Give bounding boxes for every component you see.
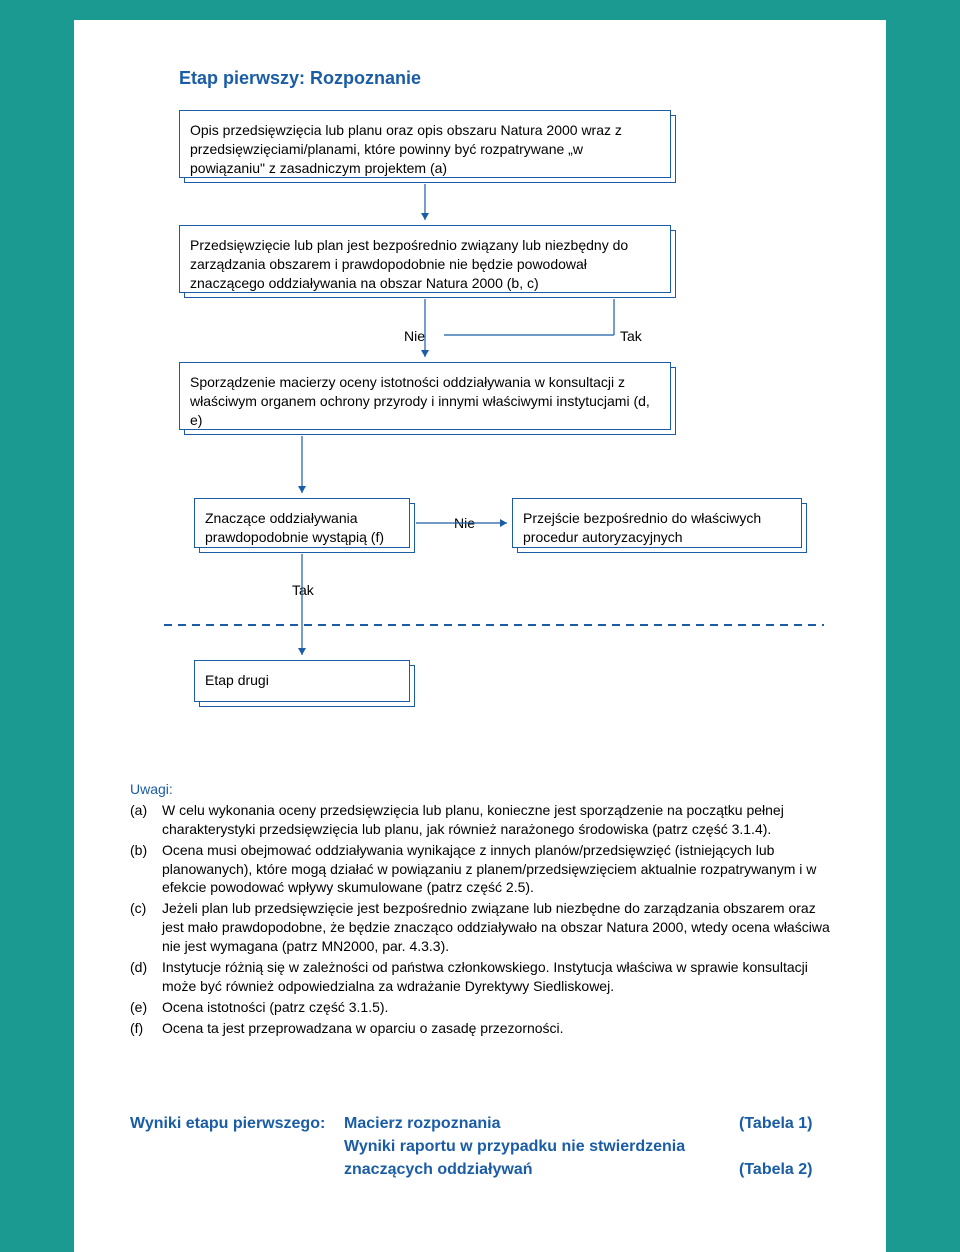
edge-label-tak2: Tak	[292, 582, 314, 598]
note-key: (c)	[130, 899, 162, 956]
stage-title: Etap pierwszy: Rozpoznanie	[179, 68, 421, 89]
note-key: (b)	[130, 841, 162, 898]
notes-heading: Uwagi:	[130, 780, 830, 799]
note-text: Ocena musi obejmować oddziaływania wynik…	[162, 841, 830, 898]
edge-label-tak1: Tak	[620, 328, 642, 344]
note-key: (a)	[130, 801, 162, 839]
results-table2: (Tabela 2)	[739, 1161, 813, 1179]
edge-label-nie2: Nie	[454, 515, 475, 531]
note-item: (e)Ocena istotności (patrz część 3.1.5).	[130, 998, 830, 1017]
note-item: (a)W celu wykonania oceny przedsięwzięci…	[130, 801, 830, 839]
edge-label-nie1: Nie	[404, 328, 425, 344]
note-text: Jeżeli plan lub przedsięwzięcie jest bez…	[162, 899, 830, 956]
flowchart-node-n5: Przejście bezpośrednio do właściwych pro…	[512, 498, 802, 548]
note-key: (e)	[130, 998, 162, 1017]
results-label: Wyniki etapu pierwszego:	[130, 1115, 325, 1133]
flowchart-node-n6: Etap drugi	[194, 660, 410, 702]
note-item: (f)Ocena ta jest przeprowadzana w oparci…	[130, 1019, 830, 1038]
note-item: (c)Jeżeli plan lub przedsięwzięcie jest …	[130, 899, 830, 956]
note-key: (f)	[130, 1019, 162, 1038]
flowchart-node-n2: Przedsięwzięcie lub plan jest bezpośredn…	[179, 225, 671, 293]
note-text: Instytucje różnią się w zależności od pa…	[162, 958, 830, 996]
results-line2a: Wyniki raportu w przypadku nie stwierdze…	[344, 1138, 685, 1156]
notes-section: Uwagi: (a)W celu wykonania oceny przedsi…	[130, 780, 830, 1038]
note-key: (d)	[130, 958, 162, 996]
flowchart-node-n3: Sporządzenie macierzy oceny istotności o…	[179, 362, 671, 430]
note-item: (b)Ocena musi obejmować oddziaływania wy…	[130, 841, 830, 898]
note-text: Ocena ta jest przeprowadzana w oparciu o…	[162, 1019, 830, 1038]
note-text: Ocena istotności (patrz część 3.1.5).	[162, 998, 830, 1017]
note-text: W celu wykonania oceny przedsięwzięcia l…	[162, 801, 830, 839]
results-line2b: znaczących oddziaływań	[344, 1161, 533, 1179]
page-panel: Etap pierwszy: Rozpoznanie Opis przedsię…	[74, 20, 886, 1252]
flowchart-node-n4: Znaczące oddziaływania prawdopodobnie wy…	[194, 498, 410, 548]
flowchart-node-n1: Opis przedsięwzięcia lub planu oraz opis…	[179, 110, 671, 178]
results-line1: Macierz rozpoznania	[344, 1115, 500, 1133]
results-table1: (Tabela 1)	[739, 1115, 813, 1133]
note-item: (d)Instytucje różnią się w zależności od…	[130, 958, 830, 996]
